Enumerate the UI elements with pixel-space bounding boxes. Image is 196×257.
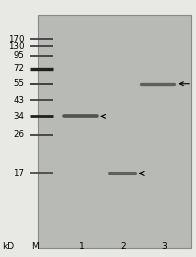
Text: 170: 170: [8, 35, 24, 44]
Text: 55: 55: [14, 79, 24, 88]
Text: 130: 130: [8, 42, 24, 51]
Text: kD: kD: [2, 242, 14, 251]
Text: 95: 95: [14, 51, 24, 60]
Text: 26: 26: [14, 131, 24, 140]
Text: 3: 3: [162, 242, 168, 251]
Text: 72: 72: [14, 64, 24, 73]
Text: 34: 34: [14, 112, 24, 121]
Text: M: M: [31, 242, 39, 251]
Text: 2: 2: [121, 242, 126, 251]
Text: 1: 1: [79, 242, 85, 251]
Text: 43: 43: [14, 96, 24, 105]
Text: 17: 17: [14, 169, 24, 178]
Bar: [38, 15, 191, 248]
